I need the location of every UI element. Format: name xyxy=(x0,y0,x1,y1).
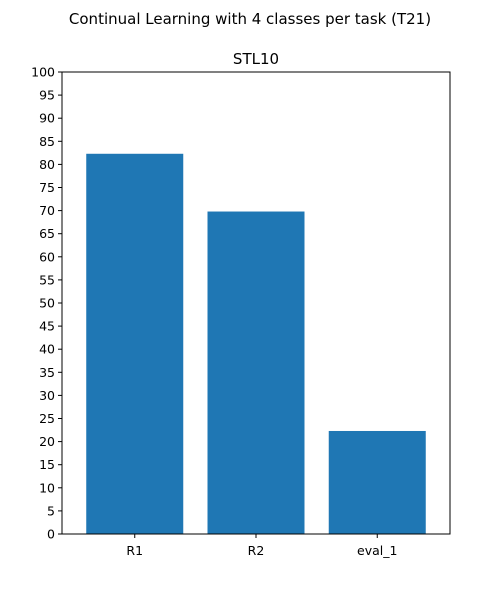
x-tick-label: R1 xyxy=(126,543,143,558)
y-tick-label: 0 xyxy=(47,527,55,542)
bar-eval_1 xyxy=(328,430,426,534)
y-tick-label: 90 xyxy=(39,111,55,126)
plot-frame xyxy=(61,71,451,535)
y-tick-label: 55 xyxy=(39,272,55,287)
y-tick-label: 65 xyxy=(39,226,55,241)
x-tick-label: eval_1 xyxy=(357,543,397,558)
y-tick-label: 50 xyxy=(39,296,55,311)
chart-suptitle: Continual Learning with 4 classes per ta… xyxy=(69,10,431,28)
y-axis: 0 5 10 15 20 25 30 35 40 45 50 55 60 65 70 75 80 85 90 95 10… xyxy=(31,65,62,542)
y-tick-label: 5 xyxy=(47,503,55,518)
bar-R1 xyxy=(86,153,184,535)
y-tick-label: 10 xyxy=(39,480,55,495)
y-tick-label: 85 xyxy=(39,134,55,149)
y-tick-label: 95 xyxy=(39,88,55,103)
y-tick-label: 70 xyxy=(39,203,55,218)
y-tick-label: 60 xyxy=(39,249,55,264)
y-tick-label: 15 xyxy=(39,457,55,472)
x-tick-label: R2 xyxy=(248,543,265,558)
y-tick-label: 20 xyxy=(39,434,55,449)
y-tick-label: 100 xyxy=(31,65,55,80)
y-tick-label: 40 xyxy=(39,342,55,357)
y-tick-label: 45 xyxy=(39,319,55,334)
y-tick-label: 75 xyxy=(39,180,55,195)
bar-R2 xyxy=(207,211,305,535)
y-tick-label: 30 xyxy=(39,388,55,403)
y-tick-label: 35 xyxy=(39,365,55,380)
y-tick-label: 25 xyxy=(39,411,55,426)
x-axis: R1 R2 eval_1 xyxy=(126,534,397,558)
chart-title: STL10 xyxy=(233,50,279,68)
y-tick-label: 80 xyxy=(39,157,55,172)
bars-layer xyxy=(86,153,426,535)
